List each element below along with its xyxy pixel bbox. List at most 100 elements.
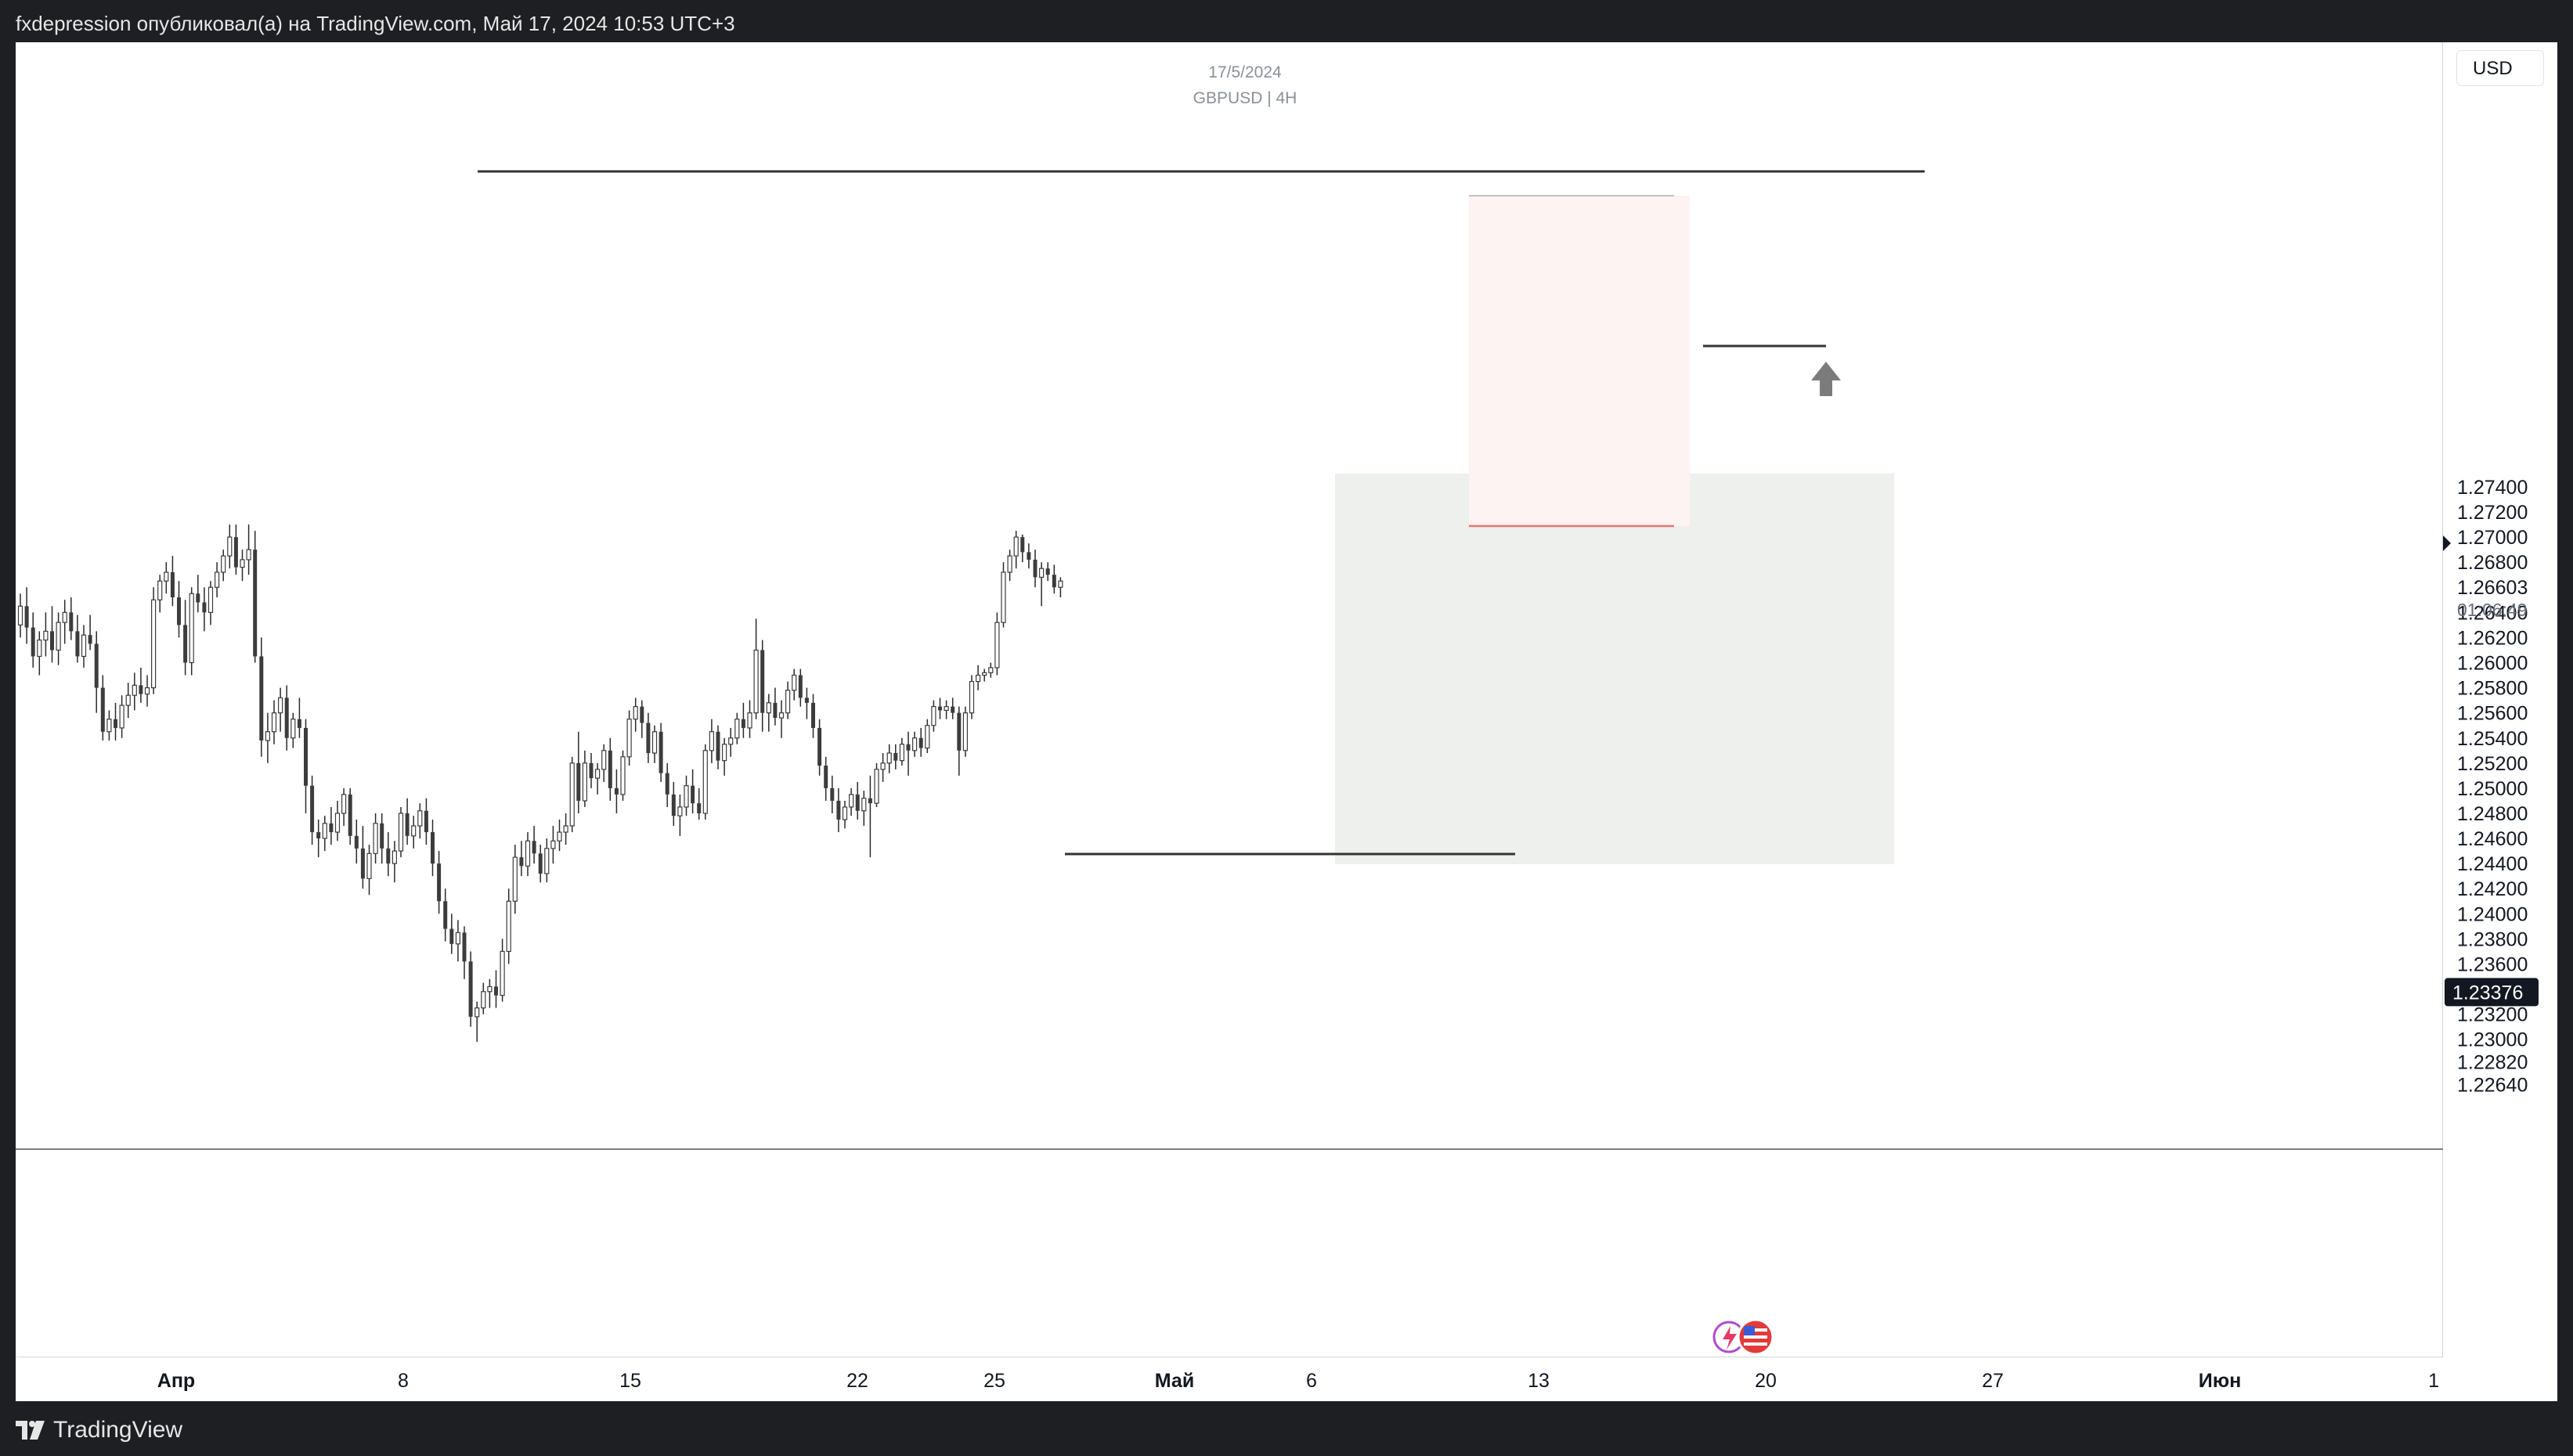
price-axis[interactable]: 1.27400 1.27200 1.27000 1.26800 1.26400 1.262… [2443, 42, 2557, 1401]
tradingview-logo[interactable]: TradingView [16, 1417, 182, 1443]
candle [938, 706, 942, 711]
candle [519, 857, 524, 867]
candle [322, 823, 327, 839]
candle [417, 810, 423, 827]
price-tick-label: 1.22820 [2457, 1052, 2528, 1074]
candle [411, 825, 417, 837]
candle [886, 752, 892, 764]
candle [202, 602, 207, 613]
candle [17, 605, 23, 625]
candle [221, 555, 226, 573]
candle [278, 697, 283, 714]
publish-info-bar: fxdepression опубликовал(а) на TradingVi… [0, 0, 2573, 42]
price-tick-label: 1.26800 [2457, 552, 2528, 574]
current-price-label: 1.26603 [2457, 577, 2528, 599]
candle [360, 848, 365, 879]
candle [671, 794, 676, 816]
candle [728, 737, 734, 745]
chart-date-label: 17/5/2024 [1208, 63, 1282, 81]
premium-zone [1469, 196, 1690, 568]
candle [431, 832, 435, 864]
plot-area[interactable]: Апр 8 15 22 25 Май 6 13 20 27 Июн 1 17/5/2024 GBPUS… [16, 42, 2443, 1392]
candle [659, 731, 663, 773]
time-axis[interactable]: Апр 8 15 22 25 Май 6 13 20 27 Июн 1 [157, 1370, 2439, 1392]
candle [702, 750, 708, 814]
candle [56, 622, 61, 651]
candle [804, 697, 809, 703]
candle [94, 643, 99, 688]
candle [614, 787, 619, 795]
price-axis-svg[interactable]: 1.27400 1.27200 1.27000 1.26800 1.26400 1.262… [2443, 42, 2557, 1401]
price-tick-label: 1.27400 [2457, 477, 2528, 499]
candle [462, 932, 467, 962]
candle [215, 571, 220, 588]
candle [1020, 537, 1025, 553]
candle [500, 950, 505, 996]
candle [792, 674, 797, 691]
candle [227, 536, 233, 557]
scroll-marker-icon[interactable] [2443, 535, 2451, 551]
candle [911, 737, 918, 751]
price-tick-label: 1.27200 [2457, 502, 2528, 524]
candle [665, 773, 669, 795]
candle [716, 731, 720, 761]
candle [468, 961, 473, 1017]
candle [455, 932, 461, 945]
candle [366, 852, 372, 879]
candle [24, 606, 29, 628]
tradingview-logo-icon [16, 1421, 45, 1440]
candle [475, 1007, 480, 1018]
candle [310, 785, 315, 833]
candle [246, 549, 251, 560]
price-tick-label: 1.22640 [2457, 1074, 2528, 1096]
candle [975, 674, 981, 683]
currency-button[interactable]: USD [2456, 50, 2544, 86]
economic-flag-icon[interactable] [1737, 1318, 1774, 1356]
candle [88, 635, 92, 644]
price-tick-label: 1.24800 [2457, 803, 2528, 825]
candle [50, 631, 54, 651]
time-tick-label: 25 [983, 1370, 1005, 1392]
candle [512, 856, 518, 902]
candle [75, 631, 80, 657]
candle [208, 586, 214, 613]
candle [620, 756, 626, 795]
candle [868, 798, 872, 804]
candle [196, 593, 200, 603]
candle [721, 744, 727, 762]
candle [899, 744, 905, 762]
candle [437, 863, 442, 902]
publish-line: fxdepression опубликовал(а) на TradingVi… [16, 12, 735, 35]
candle [125, 694, 131, 706]
price-tick-label: 1.25400 [2457, 728, 2528, 750]
candle [240, 559, 245, 568]
candle [925, 725, 930, 749]
candle [233, 537, 238, 568]
candle [443, 901, 448, 929]
candle [348, 794, 352, 836]
candle [594, 769, 601, 779]
candle [139, 685, 143, 694]
candle [994, 622, 1000, 669]
price-tick-label: 1.26000 [2457, 653, 2528, 675]
candle [582, 762, 588, 802]
candle [37, 640, 42, 658]
candle [817, 727, 822, 766]
candle [931, 706, 936, 726]
candle [271, 712, 277, 733]
candle [709, 731, 715, 751]
candle [753, 649, 759, 714]
candle [31, 627, 35, 657]
price-tick-label: 1.26400 [2457, 602, 2528, 624]
candle [778, 712, 785, 719]
candle [836, 800, 841, 820]
candle [253, 550, 258, 657]
time-tick-label: Май [1155, 1370, 1194, 1392]
candle [151, 599, 157, 689]
candle [626, 719, 632, 758]
candle [424, 810, 428, 833]
time-tick-label: Апр [157, 1370, 195, 1392]
candlestick-chart[interactable]: Апр 8 15 22 25 Май 6 13 20 27 Июн 1 [16, 42, 2443, 1401]
candle [842, 806, 848, 820]
candle [766, 702, 771, 714]
